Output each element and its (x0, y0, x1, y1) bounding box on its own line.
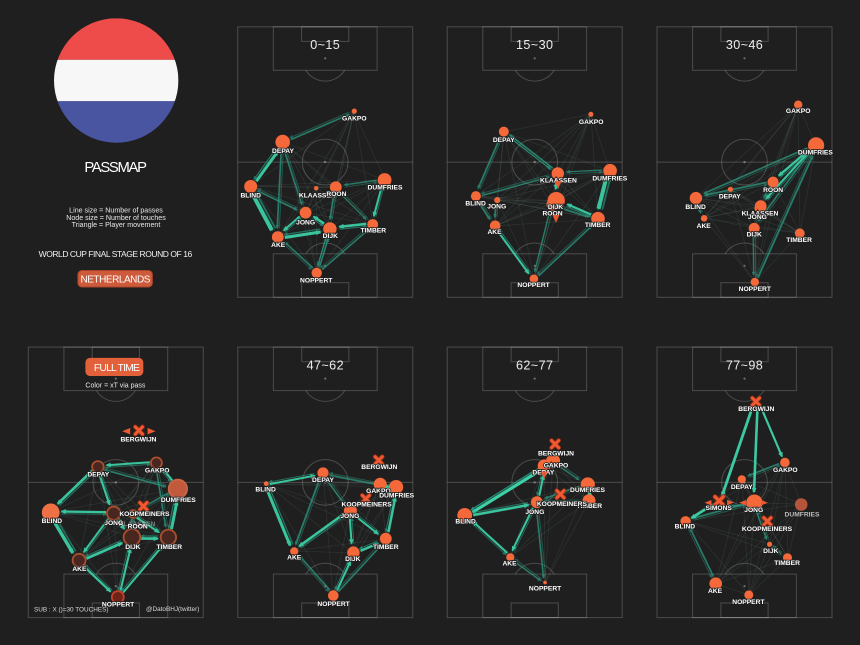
svg-text:47~62: 47~62 (307, 358, 344, 372)
svg-text:KLAASSEN: KLAASSEN (742, 210, 779, 217)
svg-text:BLIND: BLIND (685, 204, 706, 211)
svg-text:SIMONS: SIMONS (706, 505, 733, 512)
svg-text:GAKPO: GAKPO (579, 119, 604, 126)
svg-text:AKE: AKE (502, 561, 517, 568)
svg-text:NOPPERT: NOPPERT (300, 278, 333, 285)
svg-text:DIJK: DIJK (125, 544, 140, 551)
svg-text:ROON: ROON (763, 187, 783, 194)
svg-text:GAKPO: GAKPO (342, 115, 367, 122)
svg-text:DUMFRIES: DUMFRIES (785, 511, 820, 518)
svg-text:AKE: AKE (487, 229, 502, 236)
svg-text:NOPPERT: NOPPERT (732, 599, 765, 606)
svg-text:JONG: JONG (748, 214, 767, 221)
svg-text:TIMBER: TIMBER (156, 544, 182, 551)
svg-text:BERGWIJN: BERGWIJN (120, 437, 156, 444)
svg-text:TIMBER: TIMBER (576, 503, 602, 510)
svg-text:SUB : X ()=30 TOUCHES): SUB : X ()=30 TOUCHES) (34, 607, 109, 614)
svg-text:GAKPO: GAKPO (145, 467, 170, 474)
svg-text:Color = xT via pass: Color = xT via pass (85, 383, 145, 390)
svg-text:JONG: JONG (296, 220, 315, 227)
svg-text:BLIND: BLIND (255, 487, 276, 494)
svg-text:DIJK: DIJK (323, 233, 338, 240)
svg-text:NETHERLANDS: NETHERLANDS (80, 274, 150, 285)
svg-text:AKE: AKE (271, 242, 286, 249)
svg-text:DEPAY: DEPAY (731, 484, 753, 491)
svg-text:DEPAY: DEPAY (493, 137, 515, 144)
svg-text:BERGWIJN: BERGWIJN (361, 464, 397, 471)
svg-text:AKE: AKE (72, 566, 87, 573)
svg-text:30~46: 30~46 (726, 38, 763, 52)
svg-text:Node size = Number of touches: Node size = Number of touches (66, 214, 166, 222)
svg-text:DUMFRIES: DUMFRIES (570, 487, 605, 494)
svg-text:AKE: AKE (697, 223, 712, 230)
svg-text:62~77: 62~77 (516, 358, 553, 372)
svg-text:77~98: 77~98 (726, 358, 763, 372)
svg-text:0~15: 0~15 (310, 38, 340, 52)
svg-text:WORLD CUP FINAL STAGE ROUND OF: WORLD CUP FINAL STAGE ROUND OF 16 (39, 249, 193, 259)
svg-text:DEPAY: DEPAY (272, 148, 294, 155)
svg-text:DEPAY: DEPAY (719, 193, 741, 200)
svg-text:JONG: JONG (525, 509, 544, 516)
svg-text:TIMBER: TIMBER (373, 544, 399, 551)
svg-text:BLIND: BLIND (240, 192, 261, 199)
svg-text:AKE: AKE (708, 588, 723, 595)
svg-text:TIMBER: TIMBER (585, 222, 611, 229)
svg-text:Line size = Number of passes: Line size = Number of passes (69, 207, 163, 215)
svg-text:DIJK: DIJK (345, 556, 360, 563)
svg-text:DEPAY: DEPAY (87, 471, 109, 478)
svg-text:DUMFRIES: DUMFRIES (592, 176, 627, 183)
svg-text:Triangle = Player movement: Triangle = Player movement (72, 221, 161, 229)
svg-text:@DatoBHJ(twitter): @DatoBHJ(twitter) (146, 606, 199, 613)
svg-text:BLIND: BLIND (465, 200, 486, 207)
svg-text:GAKPO: GAKPO (544, 463, 569, 470)
svg-text:ROON: ROON (542, 210, 562, 217)
svg-text:DIJK: DIJK (747, 232, 762, 239)
svg-text:PASSMAP: PASSMAP (84, 160, 147, 176)
svg-text:AKE: AKE (287, 554, 302, 561)
svg-text:DIJK: DIJK (763, 548, 778, 555)
svg-text:DEPAY: DEPAY (312, 477, 334, 484)
svg-text:JONG: JONG (744, 507, 763, 514)
svg-text:DUMFRIES: DUMFRIES (798, 150, 833, 157)
svg-text:BLIND: BLIND (455, 519, 476, 526)
svg-text:DIJK: DIJK (548, 204, 563, 211)
svg-text:15~30: 15~30 (516, 38, 553, 52)
svg-text:DUMFRIES: DUMFRIES (161, 497, 196, 504)
svg-text:KOOPMEINERS: KOOPMEINERS (742, 526, 793, 533)
svg-text:JONG: JONG (104, 520, 123, 527)
svg-text:JONG: JONG (340, 513, 359, 520)
svg-text:BLIND: BLIND (675, 524, 696, 531)
svg-text:JONG: JONG (487, 204, 506, 211)
svg-text:BERGWIJN: BERGWIJN (738, 406, 774, 413)
svg-text:KLAASSEN: KLAASSEN (119, 521, 156, 528)
svg-text:DUMFRIES: DUMFRIES (368, 184, 403, 191)
svg-text:BLIND: BLIND (42, 518, 63, 525)
svg-text:ROON: ROON (326, 191, 346, 198)
svg-text:TIMBER: TIMBER (786, 237, 812, 244)
svg-text:KLAASSEN: KLAASSEN (299, 192, 336, 199)
svg-text:KOOPMEINERS: KOOPMEINERS (537, 501, 588, 508)
svg-text:NOPPERT: NOPPERT (739, 286, 772, 293)
svg-text:GAKPO: GAKPO (786, 108, 811, 115)
svg-text:KOOPMEINERS: KOOPMEINERS (342, 502, 393, 509)
svg-text:GAKPO: GAKPO (366, 488, 391, 495)
svg-text:FULL TIME: FULL TIME (94, 363, 140, 374)
svg-text:NOPPERT: NOPPERT (102, 601, 135, 608)
svg-text:TIMBER: TIMBER (774, 560, 800, 567)
svg-text:NOPPERT: NOPPERT (517, 282, 550, 289)
svg-text:GAKPO: GAKPO (773, 467, 798, 474)
svg-text:BERGWIJN: BERGWIJN (538, 451, 574, 458)
svg-text:ROON: ROON (128, 523, 148, 530)
svg-text:TIMBER: TIMBER (360, 228, 386, 235)
svg-text:KOOPMEINERS: KOOPMEINERS (119, 511, 170, 518)
svg-text:NOPPERT: NOPPERT (317, 601, 350, 608)
svg-text:DUMFRIES: DUMFRIES (379, 493, 414, 500)
svg-text:NOPPERT: NOPPERT (529, 586, 562, 593)
